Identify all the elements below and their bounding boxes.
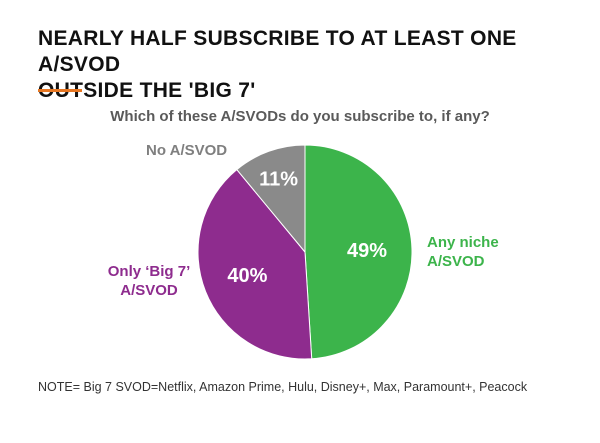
chart-title-line2: OUTSIDE THE 'BIG 7' <box>38 79 256 102</box>
pie-slice-0 <box>304 144 413 360</box>
chart-title-line1: NEARLY HALF SUBSCRIBE TO AT LEAST ONE A/… <box>38 27 517 76</box>
pie-slice-value-0: 49% <box>347 240 387 262</box>
chart-question: Which of these A/SVODs do you subscribe … <box>110 108 490 125</box>
footnote: NOTE= Big 7 SVOD=Netflix, Amazon Prime, … <box>38 380 528 394</box>
slice-label-any-niche: Any niche A/SVOD <box>427 234 499 270</box>
pie-slice-2 <box>236 144 306 254</box>
chart-title: NEARLY HALF SUBSCRIBE TO AT LEAST ONE A/… <box>38 26 578 104</box>
title-accent-rule <box>38 89 82 92</box>
slice-label-only-big7: Only ‘Big 7’ A/SVOD <box>107 263 191 299</box>
pie-slice-value-1: 40% <box>227 265 267 287</box>
pie-slice-value-2: 11% <box>259 169 298 191</box>
slice-label-no-asvod: No A/SVOD <box>146 142 228 159</box>
pie-slice-1 <box>197 168 313 360</box>
